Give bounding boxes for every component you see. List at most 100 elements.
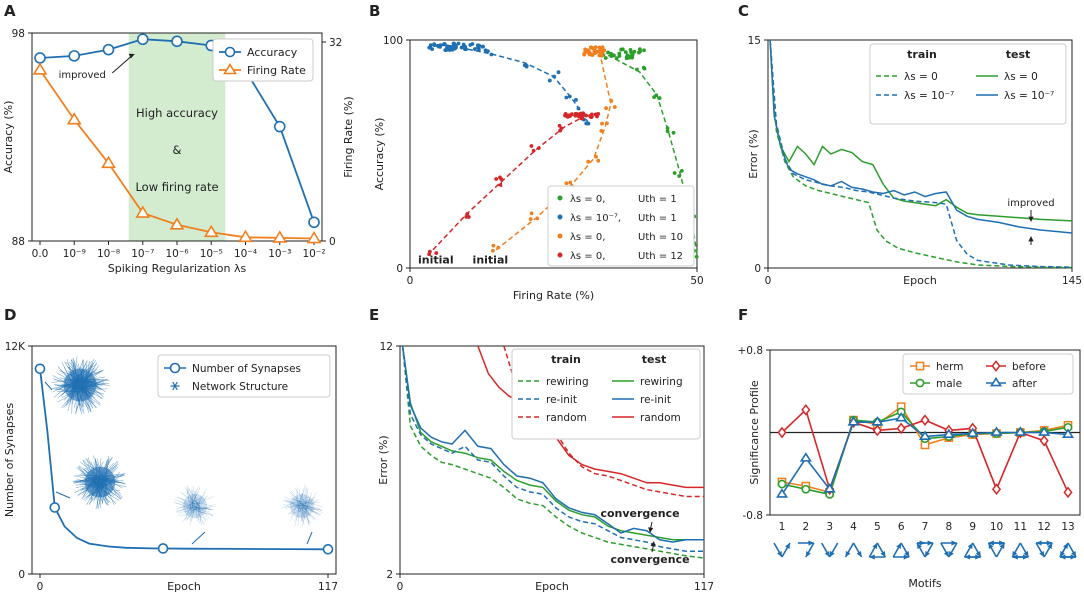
network-edge	[298, 503, 315, 510]
network-edge	[188, 504, 198, 508]
x-tick-label: 10⁻²	[302, 248, 325, 260]
network-edge	[302, 505, 320, 509]
arrow-head	[1060, 554, 1066, 560]
scatter-point	[677, 174, 682, 178]
network-edge	[300, 504, 304, 522]
band-text: High accuracy	[136, 106, 218, 120]
panel-letter: B	[369, 2, 380, 20]
legend-label: Accuracy	[247, 46, 298, 59]
network-edge	[193, 507, 198, 514]
scatter-point	[612, 105, 617, 109]
x-tick-label: 10⁻⁹	[63, 248, 86, 260]
network-edge	[181, 492, 200, 511]
network-edge	[187, 508, 196, 520]
network-edge	[297, 506, 320, 514]
y-tick-label: 12	[380, 341, 393, 353]
network-edge	[195, 506, 200, 508]
network-edge	[187, 506, 198, 520]
arrow-head	[869, 554, 875, 560]
firing-rate-point	[32, 62, 48, 75]
after-point	[847, 416, 860, 426]
scatter-point	[574, 97, 578, 102]
scatter-point	[583, 47, 588, 52]
legend-label: Number of Synapses	[192, 363, 301, 375]
x-tick-label: 50	[690, 275, 703, 287]
scatter-point	[476, 44, 481, 49]
scatter-point	[432, 43, 437, 48]
arrow-head	[824, 551, 830, 557]
arrow-head	[1012, 551, 1018, 557]
network-edge	[184, 490, 198, 504]
scatter-point	[665, 129, 670, 134]
x-tick-label: 0.0	[32, 248, 49, 260]
network-edge	[285, 504, 304, 509]
network-edge	[298, 508, 317, 519]
network-edge	[305, 497, 315, 505]
network-edge	[189, 509, 195, 526]
network-edge	[299, 484, 306, 507]
network-edge	[183, 503, 194, 507]
network-edge	[297, 510, 300, 527]
series-train-re-init	[401, 345, 704, 552]
legend-label: male	[936, 378, 962, 390]
scatter-point	[552, 74, 557, 79]
legend-label: herm	[936, 361, 963, 373]
firing-rate-point	[169, 217, 185, 230]
network-edge	[197, 503, 202, 526]
arrow-head	[650, 541, 656, 547]
network-structure-epoch-0	[50, 356, 110, 415]
network-edge	[296, 501, 323, 513]
network-edge	[191, 502, 212, 511]
network-edge	[198, 495, 208, 510]
network-edge	[290, 509, 300, 517]
scatter-point	[657, 96, 662, 100]
before-point	[991, 483, 1002, 496]
scatter-point	[671, 130, 676, 135]
scatter-point	[430, 47, 435, 52]
arrow-head	[1036, 540, 1042, 546]
scatter-point	[600, 121, 604, 126]
network-edge	[199, 507, 213, 510]
y-tick-label: 0	[396, 263, 403, 275]
scatter-point	[584, 113, 589, 118]
network-edge	[195, 492, 206, 510]
network-core	[182, 493, 208, 519]
after-point	[895, 411, 908, 422]
y-tick-label: 0	[18, 569, 25, 581]
scatter-point	[529, 211, 534, 216]
arrow-head	[856, 551, 862, 557]
network-edge	[299, 507, 315, 520]
firing-rate-point	[66, 112, 82, 125]
x-tick-label: 12	[1037, 521, 1050, 533]
scatter-point	[623, 50, 628, 55]
network-edge	[179, 502, 201, 509]
pointer-line	[55, 491, 71, 499]
plot-frame	[399, 345, 705, 575]
scatter-point	[614, 56, 619, 61]
scatter-point	[584, 121, 589, 126]
network-edge	[194, 508, 198, 511]
firing-rate-point	[135, 205, 151, 218]
scatter-point	[559, 126, 564, 131]
network-edge	[305, 505, 323, 512]
accuracy-point	[68, 50, 81, 62]
network-edge	[289, 509, 306, 515]
network-edge	[174, 499, 196, 507]
network-edge	[191, 489, 197, 511]
arrow-head	[943, 551, 949, 557]
network-edge	[307, 503, 314, 510]
scatter-point	[672, 171, 677, 175]
scatter-point	[594, 154, 598, 159]
x-tick-label: 11	[1014, 521, 1027, 533]
network-edge	[288, 499, 297, 507]
firing-rate-point	[272, 230, 288, 243]
network-edge	[298, 499, 320, 510]
arrow-head	[925, 551, 930, 557]
network-edge	[300, 486, 307, 510]
accuracy-point	[136, 33, 149, 46]
network-core	[289, 493, 315, 519]
network-edge	[297, 488, 305, 506]
arrow-head	[896, 543, 902, 549]
scatter-point	[624, 56, 629, 61]
x-axis-label: Epoch	[167, 580, 201, 593]
